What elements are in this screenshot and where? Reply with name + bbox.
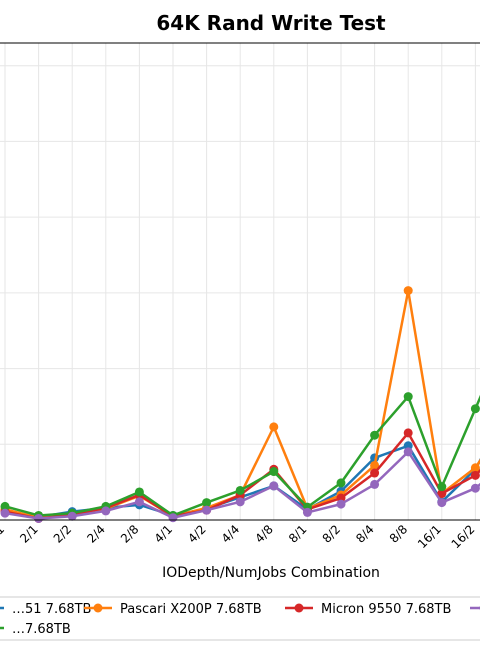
x-tick-label: 8/1 xyxy=(286,522,310,546)
x-tick-label: 16/2 xyxy=(449,522,478,551)
data-point xyxy=(403,286,413,296)
data-point xyxy=(235,485,245,495)
data-point xyxy=(134,487,144,497)
data-point xyxy=(403,428,413,438)
legend-entry-label: Micron 9550 7.68TB xyxy=(321,602,451,617)
x-tick-label: 4/4 xyxy=(219,522,243,546)
data-point xyxy=(0,508,10,518)
data-point xyxy=(403,392,413,402)
x-tick-label: 8/8 xyxy=(387,522,411,546)
series-layer xyxy=(0,286,480,523)
x-tick-label: 2/8 xyxy=(118,522,142,546)
series-line xyxy=(4,394,480,517)
data-point xyxy=(437,482,447,492)
x-tick-label: 1/1 xyxy=(0,522,7,546)
x-tick-label: 2/1 xyxy=(17,522,41,546)
data-point xyxy=(336,478,346,488)
data-point xyxy=(235,497,245,507)
x-tick-label: 2/4 xyxy=(84,522,108,546)
legend-marker xyxy=(294,603,304,613)
data-point xyxy=(370,479,380,489)
data-point xyxy=(370,468,380,478)
x-axis-label: IODepth/NumJobs Combination xyxy=(162,565,380,581)
data-point xyxy=(269,422,279,432)
x-tick-label: 8/2 xyxy=(320,522,344,546)
data-point xyxy=(370,460,380,470)
legend: …51 7.68TB Pascari X200P 7.68TB Micron 955… xyxy=(0,596,480,641)
data-point xyxy=(470,483,480,493)
data-point xyxy=(202,498,212,508)
data-point xyxy=(370,430,380,440)
data-point xyxy=(470,404,480,414)
x-tick-label: 2/2 xyxy=(51,522,75,546)
data-point xyxy=(101,506,111,516)
series-group xyxy=(0,447,480,523)
data-point xyxy=(67,511,77,521)
x-tick-label: 4/8 xyxy=(252,522,276,546)
x-tick-label: 8/4 xyxy=(353,522,377,546)
data-point xyxy=(336,499,346,509)
data-point xyxy=(470,463,480,473)
data-point xyxy=(302,507,312,517)
data-point xyxy=(269,467,279,477)
x-tick-label: 4/2 xyxy=(185,522,209,546)
data-point xyxy=(437,498,447,508)
grid-lines xyxy=(0,43,480,520)
x-tick-label: 16/1 xyxy=(415,522,444,551)
data-point xyxy=(269,481,279,491)
x-tick-labels: 1/1 2/1 2/2 2/4 2/8 4/1 4/2 4/4 4/8 8/1 8/2 8/4 8/8 1… xyxy=(0,522,478,551)
legend-entry-label: …7.68TB xyxy=(12,622,71,637)
data-point xyxy=(437,489,447,498)
series-line xyxy=(4,289,480,519)
legend-frame xyxy=(0,596,480,641)
series-line xyxy=(4,450,480,520)
data-point xyxy=(168,513,178,523)
chart-title: 64K Rand Write Test xyxy=(156,11,386,35)
data-point xyxy=(470,470,480,480)
data-point xyxy=(202,505,212,515)
data-point xyxy=(403,447,413,457)
legend-entry-label: Pascari X200P 7.68TB xyxy=(120,602,262,617)
data-point xyxy=(134,497,144,507)
data-point xyxy=(34,513,44,523)
x-tick-label: 4/1 xyxy=(152,522,176,546)
data-point xyxy=(0,501,10,511)
legend-marker xyxy=(93,603,103,613)
legend-entry-label: …51 7.68TB xyxy=(12,602,91,617)
